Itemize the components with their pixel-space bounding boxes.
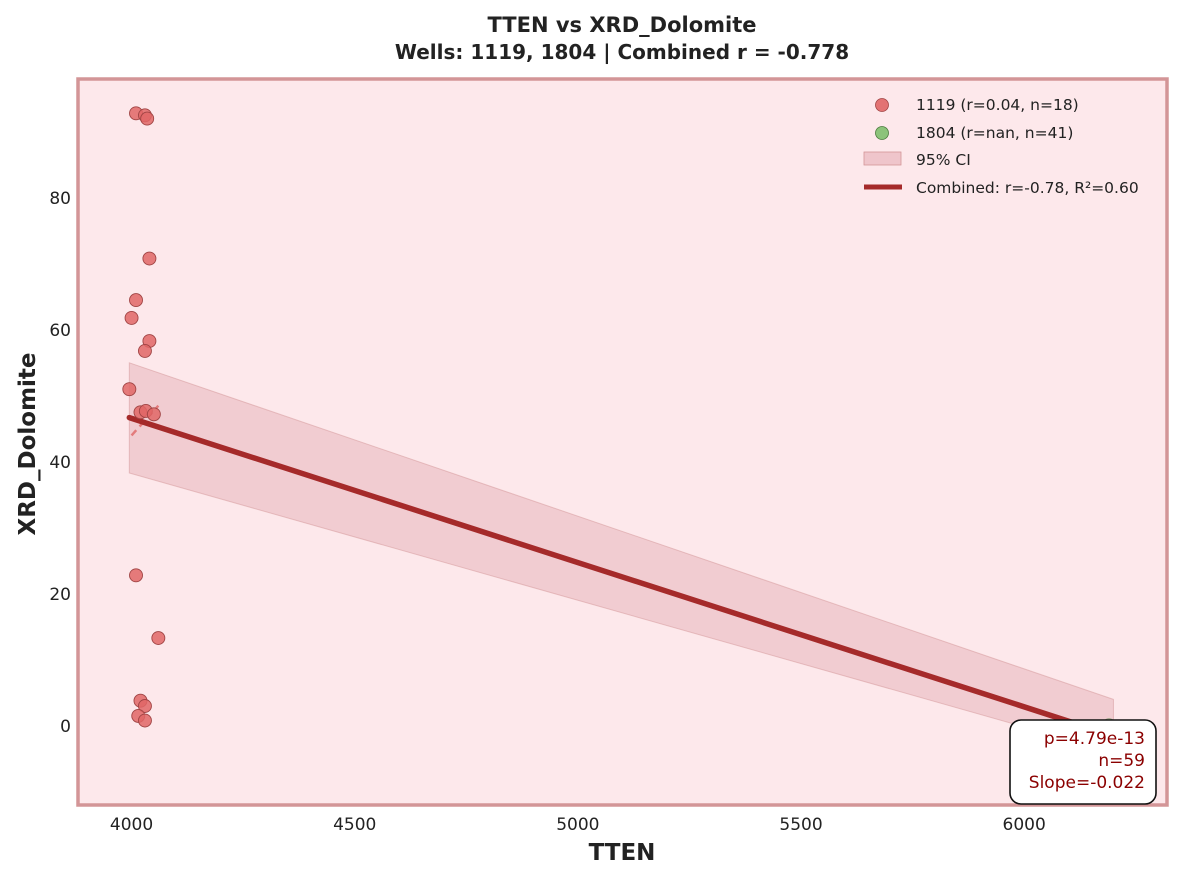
legend-label-1804: 1804 (r=nan, n=41) — [916, 124, 1073, 142]
regression-line — [126, 414, 1117, 739]
stats-n: n=59 — [1098, 751, 1145, 771]
data-point-1119 — [137, 343, 152, 358]
x-axis-label: TTEN — [589, 840, 656, 866]
stats-box-frame — [1009, 719, 1157, 805]
plot-frame — [76, 77, 1169, 807]
data-point-1119 — [137, 699, 152, 713]
stats-p-value: p=4.79e-13 — [1044, 729, 1145, 749]
legend-label-ci: 95% CI — [916, 151, 971, 169]
data-point-1119 — [151, 631, 166, 645]
stats-slope: Slope=-0.022 — [1029, 773, 1145, 793]
chart-subtitle: Wells: 1119, 1804 | Combined r = -0.778 — [395, 40, 849, 64]
legend-marker-1804 — [875, 126, 889, 140]
y-tick-label: 0 — [60, 717, 71, 737]
data-point-1119 — [142, 251, 157, 266]
legend-label-1119: 1119 (r=0.04, n=18) — [916, 96, 1079, 114]
y-tick-label: 20 — [49, 585, 71, 605]
y-tick-label: 60 — [49, 321, 71, 341]
x-tick-label: 5000 — [556, 815, 599, 835]
stats-box: p=4.79e-13 n=59 Slope=-0.022 — [1009, 719, 1157, 805]
trend-line-1119 — [130, 404, 160, 437]
data-point-1119 — [122, 382, 137, 397]
data-point-1119 — [129, 568, 143, 583]
x-tick-label: 4500 — [333, 815, 376, 835]
x-tick-label: 5500 — [779, 815, 822, 835]
data-point-1119 — [146, 407, 161, 422]
data-point-1119 — [137, 713, 152, 728]
x-tick-label: 4000 — [110, 815, 153, 835]
data-point-1119 — [140, 111, 155, 126]
legend-label-regression: Combined: r=-0.78, R²=0.60 — [916, 179, 1139, 197]
legend-marker-1119 — [875, 98, 889, 112]
y-tick-label: 40 — [49, 453, 71, 473]
x-tick-label: 6000 — [1003, 815, 1046, 835]
chart-title: TTEN vs XRD_Dolomite — [487, 13, 756, 37]
y-axis-label: XRD_Dolomite — [15, 352, 41, 535]
y-tick-label: 80 — [49, 189, 71, 209]
legend: 1119 (r=0.04, n=18) 1804 (r=nan, n=41) 9… — [863, 96, 1139, 197]
data-point-1119 — [124, 310, 139, 325]
legend-marker-ci — [863, 151, 902, 166]
data-point-1119 — [129, 293, 143, 308]
